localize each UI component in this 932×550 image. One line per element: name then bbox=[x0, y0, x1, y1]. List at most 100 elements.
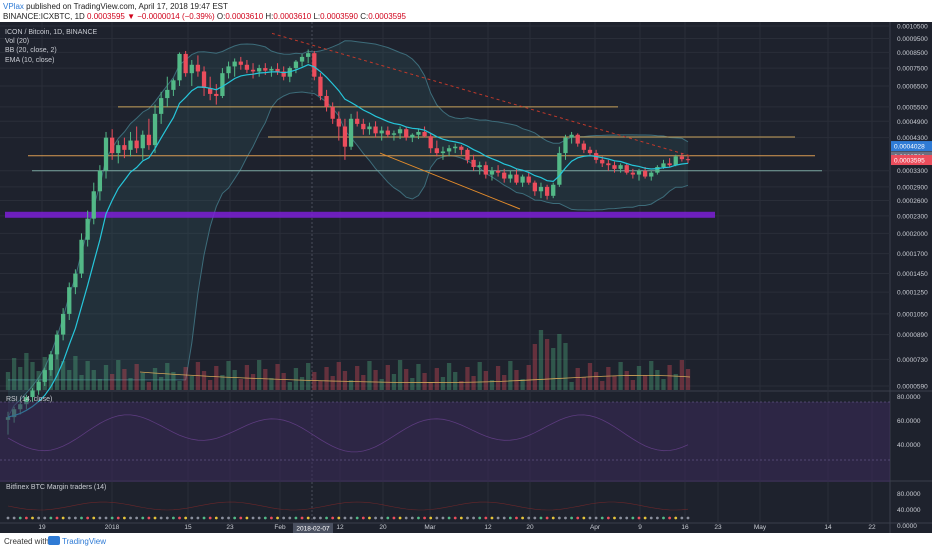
margin-marker bbox=[606, 516, 610, 520]
volume-bar bbox=[73, 356, 78, 390]
margin-marker bbox=[312, 516, 316, 520]
volume-bar bbox=[379, 379, 384, 390]
volume-bar bbox=[489, 380, 495, 390]
volume-bar bbox=[171, 372, 176, 390]
candle-body bbox=[30, 390, 35, 398]
margin-marker bbox=[343, 516, 347, 520]
volume-bar bbox=[612, 376, 617, 390]
tradingview-brand[interactable]: TradingView bbox=[62, 537, 107, 546]
margin-marker bbox=[6, 516, 10, 520]
candle-body bbox=[263, 68, 268, 71]
candle-body bbox=[342, 126, 348, 147]
volume-bar bbox=[636, 366, 642, 390]
margin-marker bbox=[159, 516, 163, 520]
margin-marker bbox=[31, 516, 34, 520]
time-tick-label: Feb bbox=[274, 524, 286, 531]
margin-marker bbox=[165, 516, 169, 520]
candle-body bbox=[189, 64, 194, 74]
margin-marker bbox=[539, 516, 543, 520]
margin-marker bbox=[631, 516, 635, 520]
volume-bar bbox=[367, 361, 372, 390]
margin-marker bbox=[527, 516, 531, 520]
margin-marker bbox=[668, 516, 672, 520]
time-tick-label: 9 bbox=[638, 524, 642, 531]
low-value: 0.0003590 bbox=[320, 12, 358, 21]
candle-body bbox=[152, 113, 158, 146]
price-marker-label: 0.0004028 bbox=[894, 144, 925, 151]
candle-body bbox=[422, 131, 427, 137]
margin-marker bbox=[466, 516, 469, 520]
volume-bar bbox=[48, 366, 54, 390]
tradingview-logo-icon[interactable] bbox=[48, 536, 60, 545]
volume-bar bbox=[434, 368, 439, 390]
price-tick-label: 0.0008500 bbox=[897, 50, 928, 57]
candle-body bbox=[569, 134, 574, 138]
candle-body bbox=[367, 126, 372, 130]
candle-body bbox=[618, 165, 623, 169]
candle-body bbox=[642, 170, 648, 177]
published-text: published on TradingView.com, April 17, … bbox=[26, 2, 228, 11]
volume-bar bbox=[416, 364, 421, 390]
candle-body bbox=[324, 95, 329, 107]
legend-pair[interactable]: ICON / Bitcoin, 1D, BINANCE bbox=[5, 29, 98, 36]
margin-marker bbox=[233, 516, 237, 520]
margin-marker bbox=[37, 516, 41, 520]
margin-marker bbox=[564, 516, 567, 520]
author-link[interactable]: VPlax bbox=[3, 2, 24, 11]
crosshair-date-label: 2018-02-07 bbox=[296, 526, 330, 533]
margin-marker bbox=[49, 516, 53, 520]
volume-bar bbox=[508, 361, 513, 390]
candle-body bbox=[275, 68, 280, 72]
candle-body bbox=[453, 146, 458, 149]
volume-bar bbox=[495, 366, 501, 390]
volume-bar bbox=[5, 372, 11, 390]
volume-bar bbox=[299, 377, 305, 390]
volume-bar bbox=[220, 375, 225, 390]
margin-marker bbox=[214, 516, 218, 520]
time-tick-label: 2018 bbox=[105, 524, 120, 531]
time-tick-label: 12 bbox=[484, 524, 492, 531]
candle-body bbox=[110, 137, 115, 154]
rsi-line bbox=[7, 414, 689, 453]
margin-marker bbox=[453, 516, 457, 520]
margin-marker bbox=[686, 516, 690, 520]
candle-body bbox=[220, 73, 225, 96]
margin-marker bbox=[110, 516, 114, 520]
legend-vol[interactable]: Vol (20) bbox=[5, 38, 30, 46]
margin-marker bbox=[270, 516, 273, 520]
volume-bar bbox=[177, 381, 182, 390]
margin-marker bbox=[625, 516, 629, 520]
margin-line bbox=[7, 501, 689, 511]
candle-body bbox=[685, 159, 691, 161]
margin-marker bbox=[18, 516, 22, 520]
candle-body bbox=[336, 118, 341, 127]
chart-svg[interactable]: 0.0010500 0.0009500 0.0008500 0.0007500 0.00… bbox=[0, 22, 932, 533]
candle-body bbox=[495, 170, 501, 173]
time-tick-label: 23 bbox=[714, 524, 722, 531]
candle-body bbox=[201, 71, 207, 88]
candle-body bbox=[269, 68, 274, 71]
price-tick-label: 0.0010500 bbox=[897, 24, 928, 31]
volume-bar bbox=[330, 376, 335, 390]
time-tick-label: Apr bbox=[590, 524, 601, 531]
open-label: O: bbox=[216, 12, 226, 21]
margin-marker bbox=[551, 516, 555, 520]
ohlc-line: BINANCE:ICXBTC, 1D 0.0003595 ▼ −0.000001… bbox=[3, 12, 406, 21]
volume-bar bbox=[97, 379, 103, 390]
crosshair-date-box bbox=[293, 523, 333, 533]
volume-bar bbox=[544, 339, 550, 390]
volume-bar bbox=[465, 367, 470, 390]
legend-bb[interactable]: BB (20, close, 2) bbox=[5, 47, 57, 55]
volume-bar bbox=[275, 364, 280, 390]
margin-marker bbox=[282, 516, 286, 520]
candle-body bbox=[581, 143, 586, 150]
margin-tick-label: 40.0000 bbox=[897, 507, 921, 514]
candle-body bbox=[373, 126, 378, 134]
margin-marker bbox=[80, 516, 83, 520]
chart-area[interactable]: 0.0010500 0.0009500 0.0008500 0.0007500 0.00… bbox=[0, 22, 932, 533]
high-value: 0.0003610 bbox=[273, 12, 312, 21]
volume-bar bbox=[471, 376, 476, 390]
volume-bar bbox=[593, 372, 599, 390]
candle-body bbox=[636, 170, 642, 175]
legend-ema[interactable]: EMA (10, close) bbox=[5, 56, 55, 64]
